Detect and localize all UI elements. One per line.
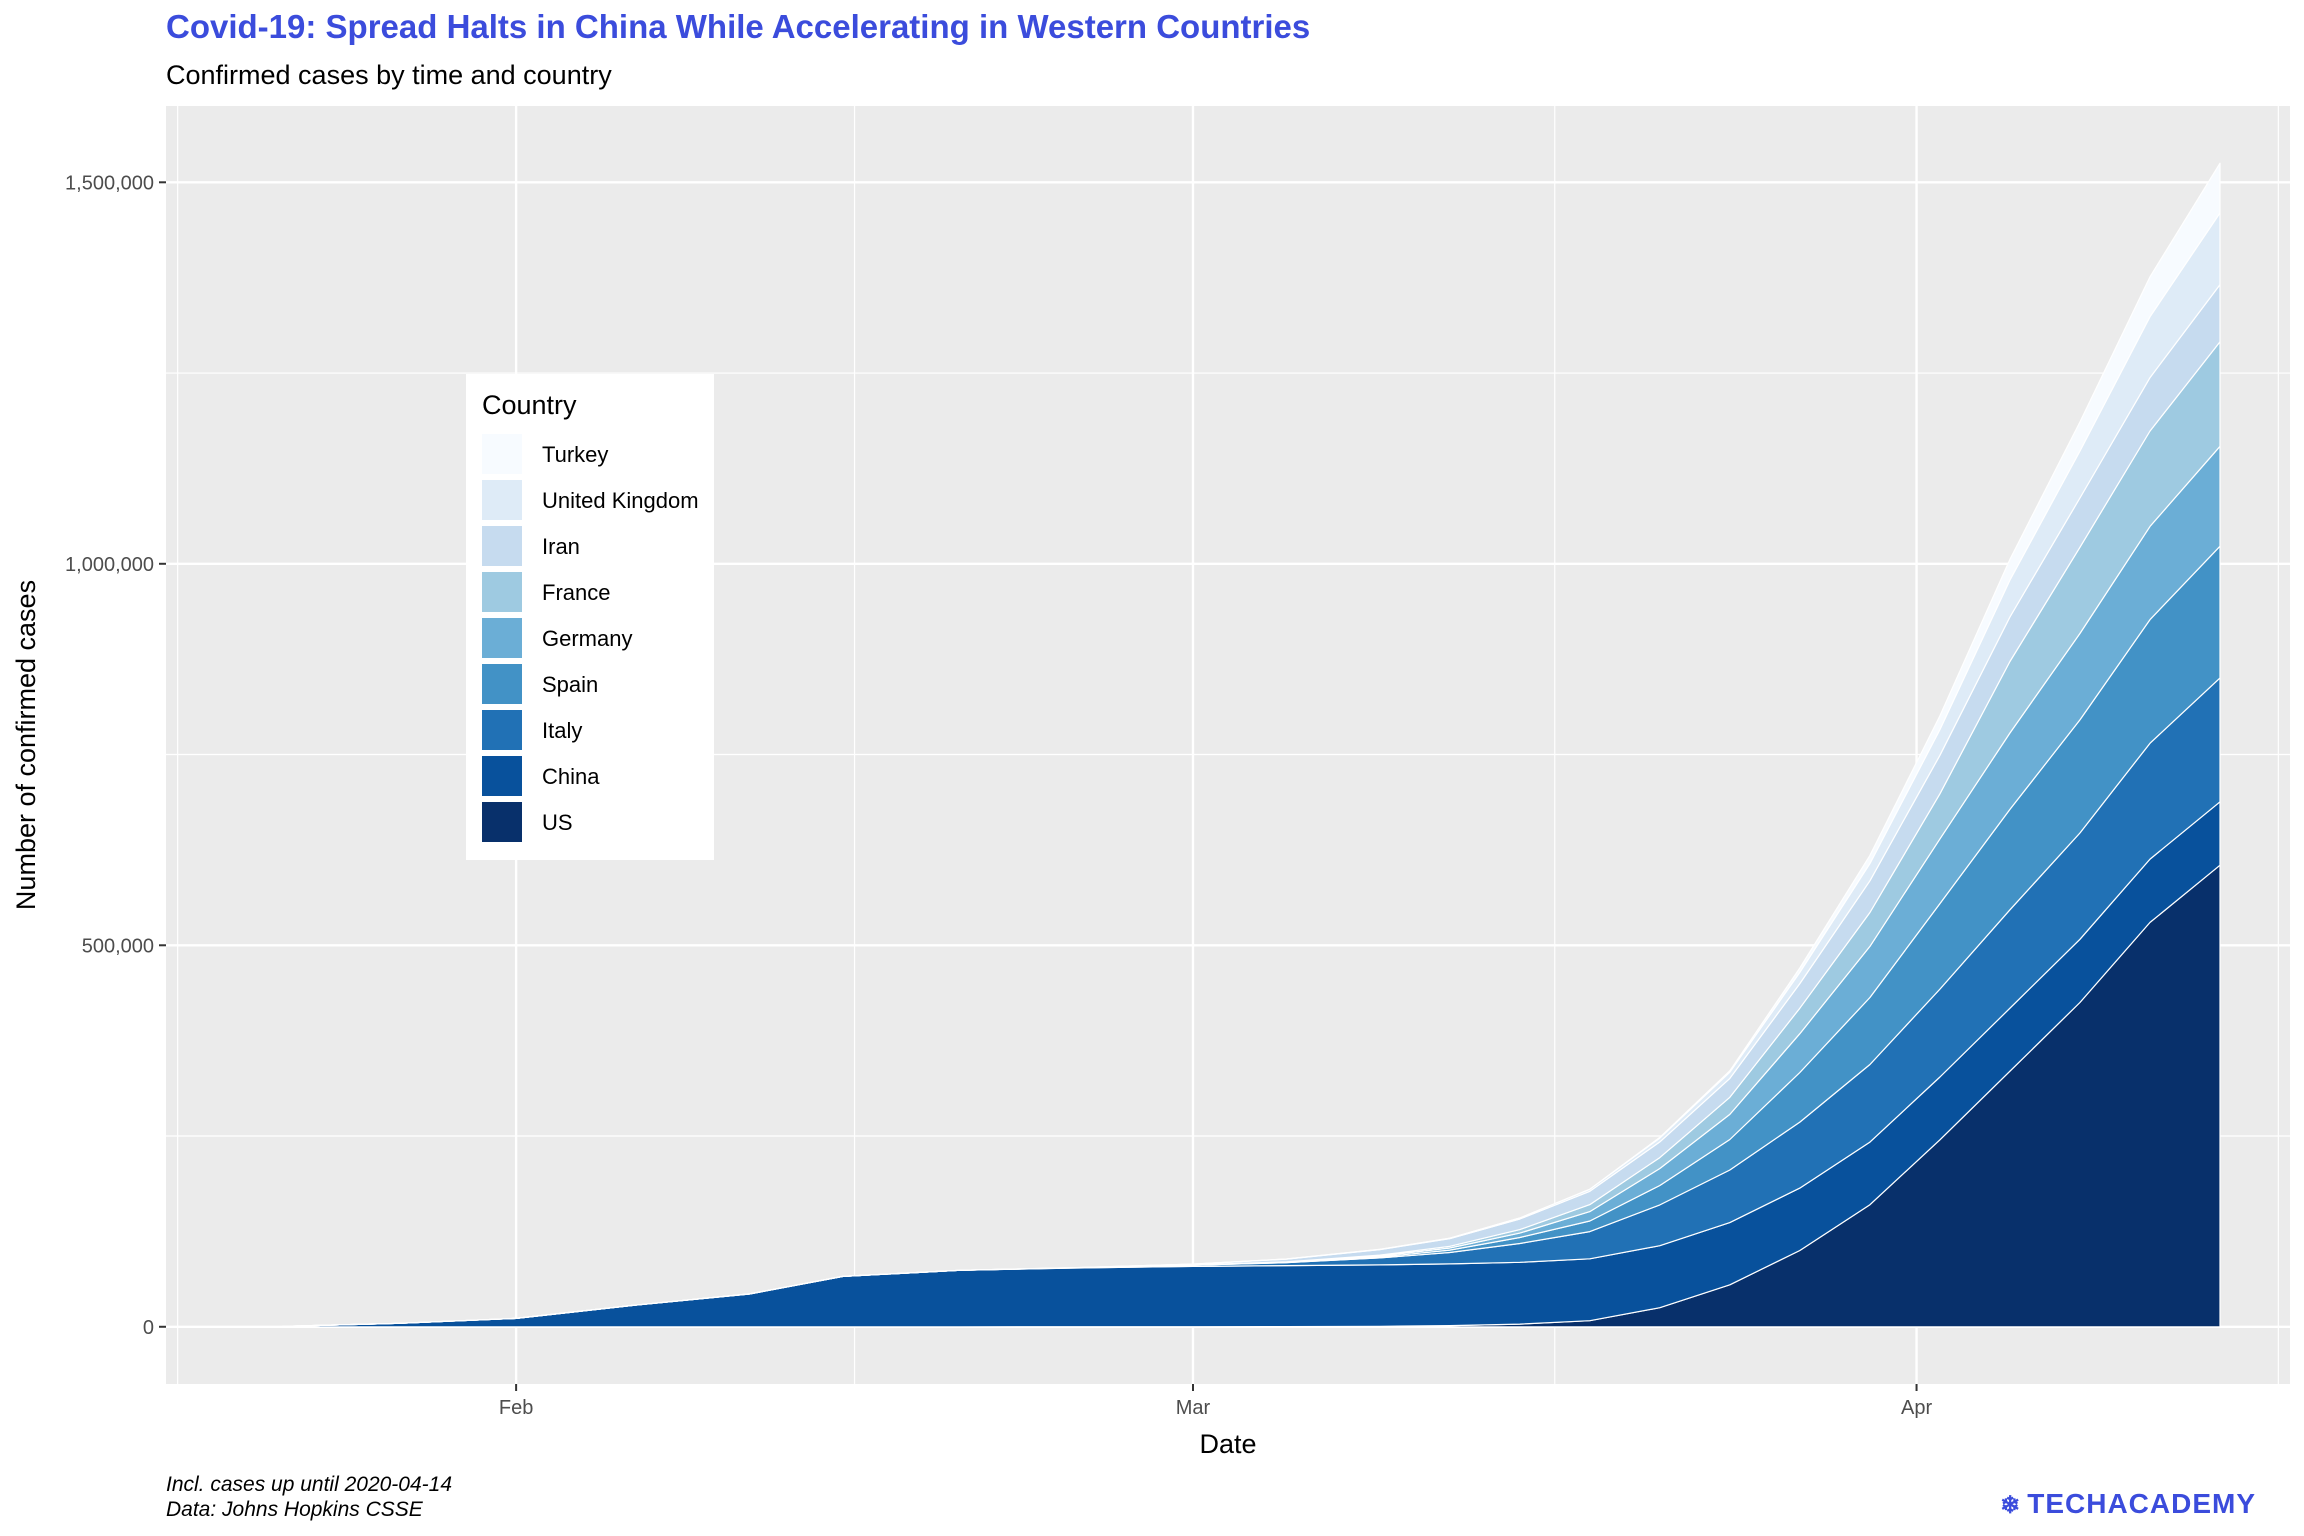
y-tick-label: 0 [143, 1317, 154, 1339]
legend-label-germany: Germany [542, 626, 633, 651]
legend-label-us: US [542, 810, 573, 835]
x-tick-label: Mar [1176, 1397, 1211, 1419]
legend-label-united-kingdom: United Kingdom [542, 488, 699, 513]
legend-label-france: France [542, 580, 611, 605]
legend-label-spain: Spain [542, 672, 599, 697]
logo-text: TECHACADEMY [2027, 1488, 2256, 1519]
legend-key-italy [482, 710, 522, 750]
legend-key-france [482, 572, 522, 612]
legend-key-turkey [482, 434, 522, 474]
legend: Country Turkey United Kingdom Iran France Ge… [466, 374, 714, 860]
legend-key-us [482, 802, 522, 842]
legend-label-turkey: Turkey [542, 442, 609, 467]
x-axis-title: Date [1199, 1429, 1256, 1459]
y-tick-label: 1,500,000 [65, 172, 154, 194]
x-tick-label: Feb [499, 1397, 533, 1419]
legend-title: Country [482, 390, 577, 420]
caption: Incl. cases up until 2020-04-14 Data: Jo… [166, 1472, 452, 1522]
chart-title: Covid-19: Spread Halts in China While Ac… [166, 8, 1311, 45]
x-tick-label: Apr [1901, 1397, 1932, 1419]
y-tick-label: 1,000,000 [65, 554, 154, 576]
area-turkey [282, 162, 2221, 1327]
legend-key-china [482, 756, 522, 796]
y-tick-label: 500,000 [82, 935, 154, 957]
legend-key-united-kingdom [482, 480, 522, 520]
chart-subtitle: Confirmed cases by time and country [166, 60, 612, 90]
legend-key-spain [482, 664, 522, 704]
legend-key-iran [482, 526, 522, 566]
caption-source: Data: Johns Hopkins CSSE [166, 1498, 423, 1521]
legend-key-germany [482, 618, 522, 658]
y-axis-ticks: 0 500,000 1,000,000 1,500,000 [65, 172, 166, 1339]
caption-date-note: Incl. cases up until 2020-04-14 [166, 1473, 453, 1496]
area-series-group [282, 162, 2221, 1328]
legend-label-iran: Iran [542, 534, 580, 559]
snowflake-icon: ❄ [2000, 1492, 2022, 1519]
legend-label-china: China [542, 764, 600, 789]
techacademy-logo: ❄ TECHACADEMY [2000, 1488, 2256, 1520]
y-axis-title: Number of confirmed cases [11, 580, 41, 910]
x-axis-ticks: Feb Mar Apr [499, 1384, 1932, 1419]
legend-label-italy: Italy [542, 718, 583, 743]
